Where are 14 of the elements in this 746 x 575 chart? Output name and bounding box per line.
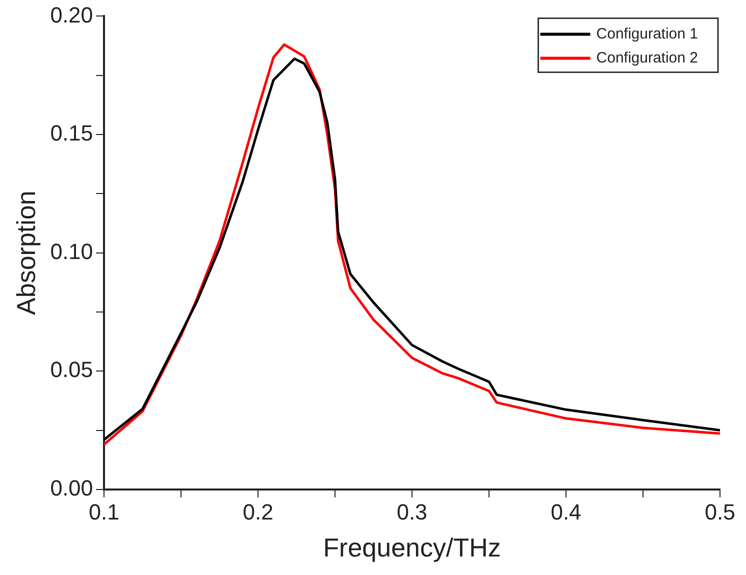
legend-label: Configuration 1 bbox=[596, 25, 698, 42]
y-tick-label: 0.20 bbox=[50, 2, 94, 28]
x-tick-label: 0.3 bbox=[396, 500, 428, 525]
x-tick-label: 0.4 bbox=[550, 500, 582, 525]
y-axis-title: Absorption bbox=[10, 190, 41, 315]
y-tick-label: 0.15 bbox=[50, 120, 94, 146]
x-tick-label: 0.1 bbox=[88, 500, 120, 525]
x-axis-title: Frequency/THz bbox=[323, 532, 501, 563]
y-tick-label: 0.00 bbox=[50, 475, 94, 500]
legend-label: Configuration 2 bbox=[596, 49, 698, 66]
y-tick-label: 0.05 bbox=[50, 357, 94, 382]
y-tick-label: 0.10 bbox=[50, 238, 94, 264]
x-tick-label: 0.2 bbox=[242, 500, 274, 525]
x-tick-label: 0.5 bbox=[704, 500, 736, 525]
